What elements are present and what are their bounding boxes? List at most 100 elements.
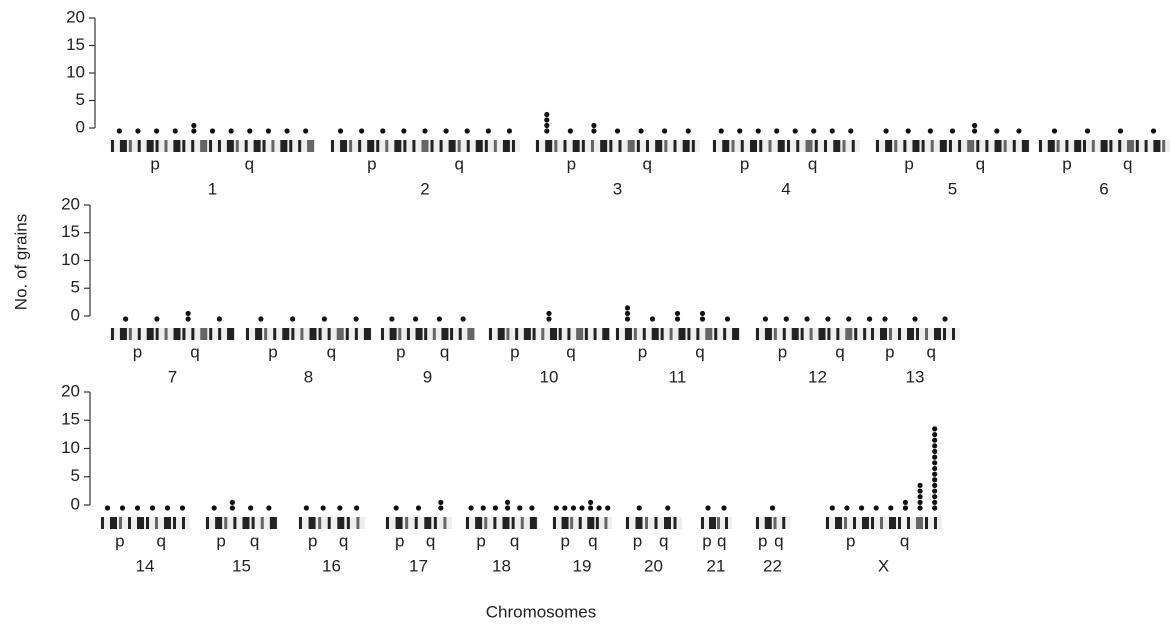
chromosome-band	[328, 517, 331, 529]
chromosome-band	[679, 328, 686, 340]
grain	[932, 505, 937, 510]
grain-stack	[380, 128, 385, 133]
chromosome-band	[774, 328, 777, 340]
chromosome-band	[931, 140, 934, 152]
grain	[422, 128, 427, 133]
chromosome-band	[291, 328, 294, 340]
grain	[811, 128, 816, 133]
grain	[625, 316, 630, 321]
grain	[266, 505, 271, 510]
y-tick-label: 20	[66, 7, 85, 26]
chromosome-label: 3	[613, 179, 622, 198]
grain	[588, 500, 593, 505]
chromosome-band	[233, 517, 236, 529]
chromosome-band	[396, 517, 403, 529]
chromosome-band	[949, 140, 952, 152]
chromosome-band	[443, 517, 446, 529]
chromosome-band	[880, 517, 883, 529]
grain-stack	[186, 311, 191, 322]
chromosome-band	[536, 140, 539, 152]
chromosome-band	[449, 140, 456, 152]
grain	[284, 128, 289, 133]
chromosome-band	[394, 140, 401, 152]
chromosome-band	[182, 328, 185, 340]
y-tick-label: 10	[61, 438, 80, 457]
chromosome-band	[655, 140, 662, 152]
chromosome-band	[796, 140, 799, 152]
arm-label: p	[633, 531, 642, 550]
chromosome-band	[1013, 140, 1016, 152]
chromosome-band	[347, 517, 350, 529]
grain	[932, 426, 937, 431]
grain	[932, 438, 937, 443]
chromosome-band	[191, 140, 194, 152]
grain-stack	[290, 316, 295, 321]
chromosome-band	[512, 517, 515, 529]
chromosome-band	[147, 140, 154, 152]
y-tick-label: 0	[76, 117, 85, 136]
chromosome-band	[836, 328, 839, 340]
chromosome-band	[110, 517, 117, 529]
grain-stack	[825, 316, 830, 321]
grain-stack	[266, 128, 271, 133]
chromosome-band	[674, 517, 677, 529]
chromosome-band	[101, 517, 104, 529]
grain-stack	[422, 128, 427, 133]
chromosome-band	[741, 140, 744, 152]
grain-stack	[932, 426, 937, 510]
arm-label: q	[835, 342, 844, 361]
arm-label: p	[476, 531, 485, 550]
chromosome-band	[903, 140, 906, 152]
chromosome-band	[876, 140, 879, 152]
grain-stack	[1118, 128, 1123, 133]
grain-stack	[665, 505, 670, 510]
grain	[117, 128, 122, 133]
grain-stack	[546, 311, 551, 322]
chromosome-band	[385, 140, 388, 152]
arm-label: q	[156, 531, 165, 550]
grain-stack	[338, 128, 343, 133]
chromosome-band	[701, 517, 704, 529]
chromosome-band	[1004, 140, 1007, 152]
grain-stack	[507, 128, 512, 133]
chromosome-band	[405, 517, 408, 529]
grain-stack	[248, 505, 253, 510]
grain-stack	[846, 316, 851, 321]
arm-label: q	[717, 531, 726, 550]
chromosome-band	[111, 328, 114, 340]
chromosome-band	[476, 140, 483, 152]
y-tick-label: 15	[66, 35, 85, 54]
chromosome-band	[215, 517, 222, 529]
chromosome-band	[871, 328, 874, 340]
arm-label: p	[778, 342, 787, 361]
arm-label: p	[1062, 154, 1071, 173]
grain-stack	[605, 505, 610, 510]
grain-stack	[888, 505, 893, 510]
grain-stack	[737, 128, 742, 133]
grain	[468, 505, 473, 510]
grain-stack	[859, 505, 864, 510]
chromosome-band	[433, 328, 436, 340]
chromosome-band	[889, 517, 896, 529]
grain	[517, 505, 522, 510]
chromosome-band	[774, 517, 777, 529]
chromosome-band	[337, 517, 344, 529]
chromosome-band	[714, 328, 717, 340]
chromosome-band	[530, 517, 537, 529]
arm-label: p	[758, 531, 767, 550]
arm-label: q	[245, 154, 254, 173]
grain-stack	[505, 500, 510, 511]
chromosome-band	[646, 140, 649, 152]
chromosome-band	[824, 140, 827, 152]
grain	[912, 316, 917, 321]
arm-label: p	[567, 154, 576, 173]
chromosome-band	[318, 517, 321, 529]
chromosome-band	[173, 140, 180, 152]
grain	[191, 123, 196, 128]
chromosome-band	[120, 140, 127, 152]
chromosome-band	[331, 140, 334, 152]
grain	[675, 316, 680, 321]
grain	[932, 488, 937, 493]
chromosome-band	[398, 328, 401, 340]
chromosome-band	[843, 140, 846, 152]
